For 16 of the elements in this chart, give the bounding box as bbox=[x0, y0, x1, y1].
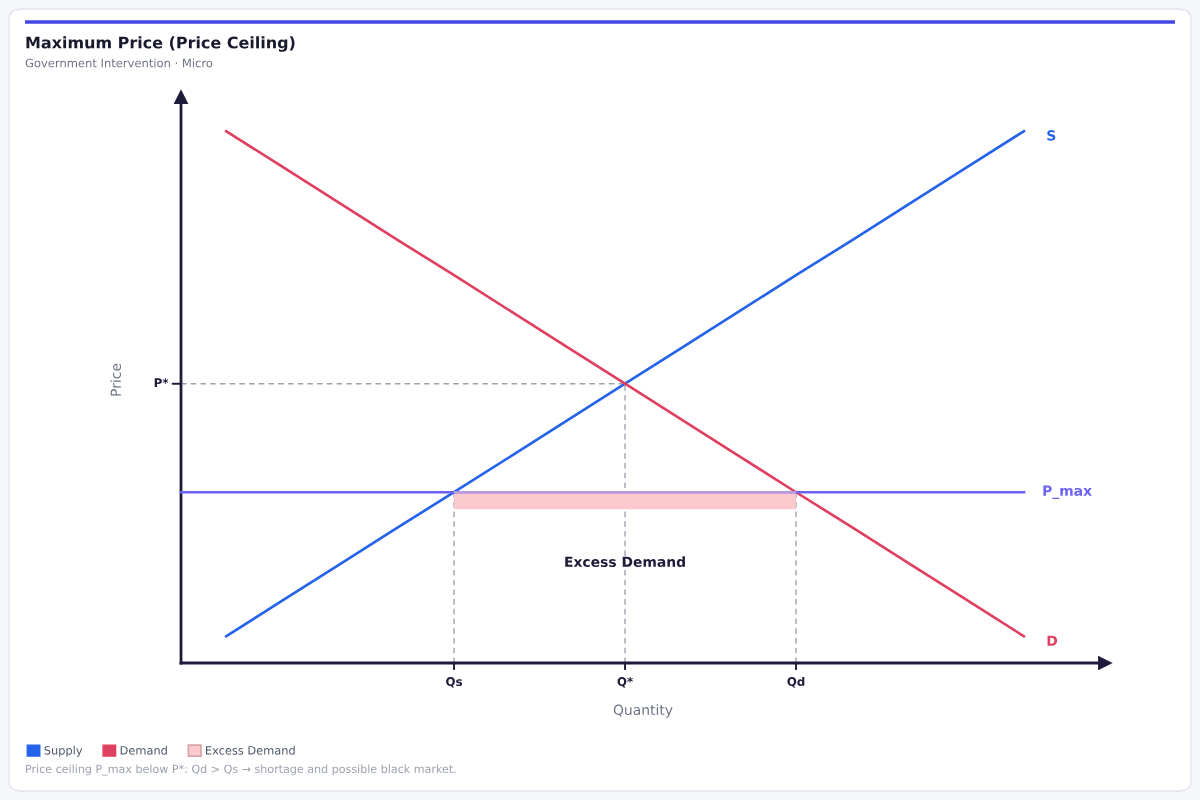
legend-label: Demand bbox=[120, 745, 167, 755]
x-tick-label: Q* bbox=[617, 677, 633, 688]
chart-title: Maximum Price (Price Ceiling) bbox=[26, 36, 295, 52]
chart-subtitle: Government Intervention · Micro bbox=[25, 58, 213, 68]
legend-label: Excess Demand bbox=[206, 745, 295, 755]
ref-line-label: P_max bbox=[1043, 485, 1092, 499]
text: Price ceiling P_max below P*: Qd > Qs → shortage and possible black market. bbox=[26, 764, 456, 776]
annotation: D bbox=[1047, 635, 1058, 646]
x-tick-label: Qd bbox=[787, 676, 805, 688]
annotation: Excess Demand bbox=[565, 556, 685, 568]
x-axis-title: Quantity bbox=[613, 704, 673, 718]
ref-line-label: P* bbox=[154, 378, 169, 387]
x-tick-label: Qs bbox=[446, 677, 463, 688]
annotation: S bbox=[1047, 130, 1056, 141]
y-axis-title: Price bbox=[110, 363, 122, 396]
legend-label: Supply bbox=[44, 745, 83, 757]
